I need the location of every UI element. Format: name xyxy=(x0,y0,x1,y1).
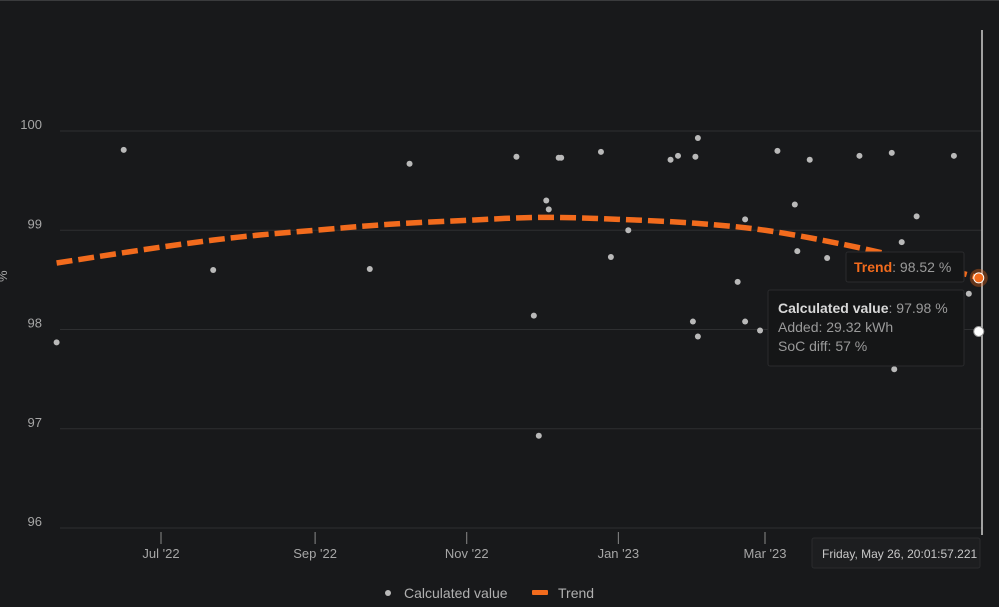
data-point xyxy=(692,153,699,160)
data-point xyxy=(210,266,217,273)
y-axis-label: % xyxy=(0,270,10,282)
data-point xyxy=(742,318,749,325)
data-point xyxy=(667,156,674,163)
y-tick-label: 97 xyxy=(28,415,42,430)
trend-tooltip-name: Trend xyxy=(854,259,892,275)
legend-item-trend[interactable]: Trend xyxy=(532,585,594,601)
legend-label-calculated-value: Calculated value xyxy=(404,585,508,601)
data-point xyxy=(898,239,905,246)
data-point xyxy=(742,216,749,223)
x-tick-label: Jan '23 xyxy=(598,546,640,561)
data-point xyxy=(625,227,632,234)
legend-label-trend: Trend xyxy=(558,585,594,601)
data-point xyxy=(543,197,550,204)
grid-lines xyxy=(60,130,982,529)
data-point xyxy=(806,156,813,163)
data-point xyxy=(950,152,957,159)
data-point xyxy=(558,154,565,161)
data-point xyxy=(406,160,413,167)
calculated-value-series xyxy=(53,134,982,439)
data-point xyxy=(120,146,127,153)
data-point xyxy=(607,254,614,261)
data-point xyxy=(513,153,520,160)
data-point xyxy=(856,152,863,159)
data-point xyxy=(891,366,898,373)
trend-line xyxy=(56,214,980,281)
hover-markers xyxy=(969,268,988,337)
y-tick-label: 99 xyxy=(28,216,42,231)
y-tick-label: 96 xyxy=(28,514,42,529)
data-point xyxy=(597,148,604,155)
trend-hover-marker xyxy=(973,272,985,284)
date-tooltip xyxy=(811,537,981,569)
data-point xyxy=(913,213,920,220)
data-point xyxy=(824,255,831,262)
x-tick-label: Nov '22 xyxy=(445,546,489,561)
legend-marker-trend xyxy=(532,590,548,595)
trend-tooltip xyxy=(845,251,965,283)
calc-hover-marker xyxy=(973,325,985,337)
trend-series xyxy=(56,214,980,281)
data-point xyxy=(888,149,895,156)
legend: Calculated value Trend xyxy=(385,585,594,601)
data-point xyxy=(675,152,682,159)
data-point xyxy=(965,290,972,297)
data-point xyxy=(535,432,542,439)
x-tick-label: Mar '23 xyxy=(744,546,787,561)
data-point xyxy=(734,278,741,285)
data-point xyxy=(794,248,801,255)
x-axis-ticks: Jul '22 Sep '22 Nov '22 Jan '23 Mar '23 xyxy=(142,532,786,561)
y-tick-label: 100 xyxy=(20,117,42,132)
x-tick-label: Sep '22 xyxy=(293,546,337,561)
data-point xyxy=(791,201,798,208)
calc-tooltip-soc: SoC diff: 57 % xyxy=(778,338,867,354)
data-point xyxy=(53,339,60,346)
y-tick-label: 98 xyxy=(28,316,42,331)
calc-tooltip-name: Calculated value xyxy=(778,300,889,316)
legend-marker-calculated-value xyxy=(385,590,391,596)
data-point xyxy=(689,318,696,325)
date-tooltip-text: Friday, May 26, 20:01:57.221 xyxy=(822,547,978,561)
data-point xyxy=(366,265,373,272)
data-point xyxy=(545,206,552,213)
trend-tooltip-text: Trend: 98.52 % xyxy=(854,259,951,275)
calc-tooltip-value: : 97.98 % xyxy=(889,300,948,316)
trend-tooltip-value: : 98.52 % xyxy=(892,259,951,275)
data-point xyxy=(694,333,701,340)
calc-tooltip-line1: Calculated value: 97.98 % xyxy=(778,300,948,316)
data-point xyxy=(694,134,701,141)
legend-item-calculated-value[interactable]: Calculated value xyxy=(385,585,508,601)
y-axis-ticks: 96 97 98 99 100 xyxy=(20,117,42,529)
data-point xyxy=(757,327,764,334)
data-point xyxy=(774,147,781,154)
data-point xyxy=(530,312,537,319)
calculated-value-tooltip xyxy=(767,289,965,367)
calc-tooltip-added: Added: 29.32 kWh xyxy=(778,319,893,335)
x-tick-label: Jul '22 xyxy=(142,546,179,561)
